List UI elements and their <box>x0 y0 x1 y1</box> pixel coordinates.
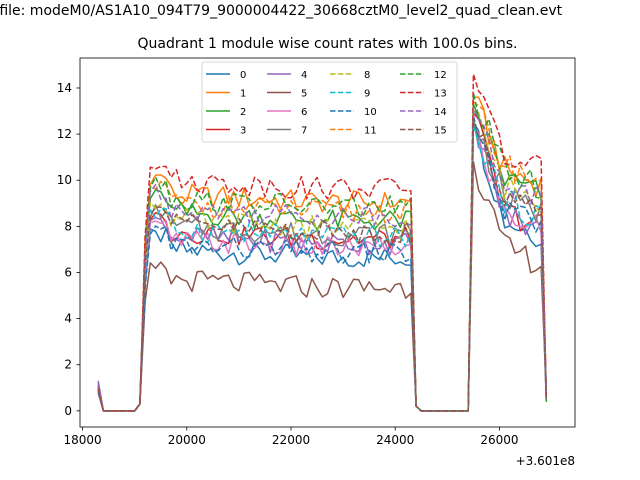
legend-label-10: 10 <box>364 107 377 118</box>
x-tick-label: 22000 <box>272 433 310 447</box>
chart-title: Quadrant 1 module wise count rates with … <box>137 36 518 52</box>
series-line-11 <box>97 101 548 412</box>
axes: 18000 20000 22000 24000 2600002468101214+3.6… <box>57 57 576 468</box>
y-tick-label: 14 <box>57 81 72 95</box>
legend-label-5: 5 <box>301 89 307 100</box>
y-tick-label: 2 <box>64 358 72 372</box>
legend-label-12: 12 <box>434 70 447 81</box>
legend-label-4: 4 <box>301 70 307 81</box>
series-line-7 <box>97 119 548 412</box>
series-line-15 <box>97 117 548 412</box>
x-tick-label: 24000 <box>376 433 414 447</box>
legend-label-9: 9 <box>364 89 370 100</box>
legend-label-7: 7 <box>301 126 307 137</box>
x-tick-label: 18000 <box>64 433 102 447</box>
series-line-9 <box>97 124 548 412</box>
series-line-8 <box>97 110 548 412</box>
y-tick-label: 4 <box>64 312 72 326</box>
series-line-12 <box>97 91 548 412</box>
x-tick-label: 20000 <box>168 433 206 447</box>
axes-frame <box>79 57 576 428</box>
series-line-2 <box>97 103 548 412</box>
y-tick-label: 6 <box>64 265 72 279</box>
legend-label-2: 2 <box>240 107 246 118</box>
legend-label-14: 14 <box>434 107 447 118</box>
legend-box <box>201 61 458 143</box>
legend-label-11: 11 <box>364 126 377 137</box>
y-tick-label: 12 <box>57 127 72 141</box>
series-line-14 <box>97 107 548 412</box>
series-line-13 <box>97 73 548 412</box>
series-line-1 <box>97 96 548 412</box>
series-line-10 <box>97 114 548 412</box>
y-tick-label: 10 <box>57 173 72 187</box>
figure-suptitle: n file: modeM0/AS1A10_094T79_9000004422_… <box>0 3 563 19</box>
legend-label-3: 3 <box>240 126 246 137</box>
legend-label-1: 1 <box>240 89 246 100</box>
legend-label-13: 13 <box>434 89 447 100</box>
series-line-5 <box>97 161 548 412</box>
y-tick-label: 0 <box>64 404 72 418</box>
series-line-3 <box>97 112 548 412</box>
x-tick-label: 26000 <box>480 433 518 447</box>
x-offset-label: +3.601e8 <box>516 454 575 468</box>
legend-label-6: 6 <box>301 107 307 118</box>
legend-label-0: 0 <box>240 70 246 81</box>
legend-label-15: 15 <box>434 126 447 137</box>
plot-area <box>97 73 548 412</box>
legend-label-8: 8 <box>364 70 370 81</box>
series-line-6 <box>97 126 548 412</box>
y-tick-label: 8 <box>64 219 72 233</box>
